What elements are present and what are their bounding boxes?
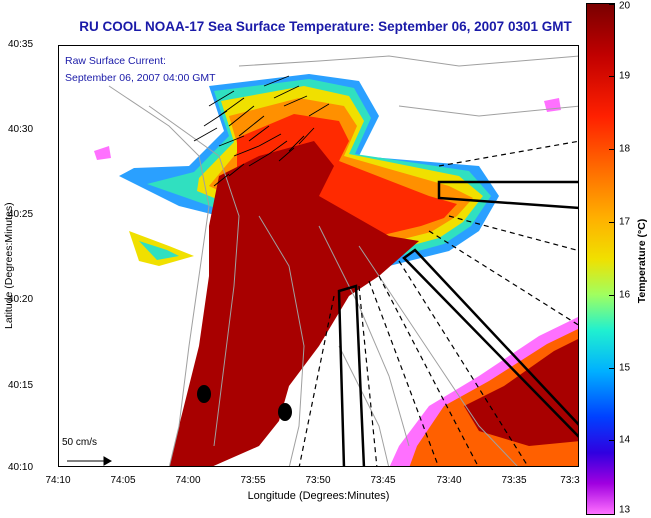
x-tick-label: 73:35: [501, 475, 527, 486]
scale-label: 50 cm/s: [62, 437, 98, 448]
x-axis-label: Longitude (Degrees:Minutes): [247, 490, 390, 502]
sst-field: [94, 74, 578, 466]
y-axis-label: Latitude (Degrees:Minutes): [3, 202, 15, 329]
legend-line-2: September 06, 2007 04:00 GMT: [65, 72, 216, 84]
colorbar-tick-label: 20: [619, 0, 631, 12]
study-area-outlines: [298, 140, 578, 466]
y-tick-label: 40:10: [8, 462, 34, 473]
y-tick-label: 40:20: [8, 294, 34, 305]
y-tick-label: 40:35: [8, 39, 34, 50]
x-tick-label: 73:45: [370, 475, 396, 486]
bathymetry-contours: [108, 55, 578, 466]
study-box-se: [402, 248, 578, 438]
colorbar-tick-mark: [609, 76, 615, 77]
colorbar-tick-mark: [609, 149, 615, 150]
colorbar-tick-label: 19: [619, 70, 631, 82]
colorbar-tick-mark: [609, 440, 615, 441]
map-title: RU COOL NOAA-17 Sea Surface Temperature:…: [79, 19, 572, 34]
study-box-east: [437, 180, 578, 210]
colorbar-tick-label: 16: [619, 289, 631, 301]
colorbar-tick-label: 18: [619, 143, 631, 155]
y-tick-label: 40:30: [8, 124, 34, 135]
colorbar-tick-mark: [609, 295, 615, 296]
legend-line-1: Raw Surface Current:: [65, 55, 166, 67]
colorbar-tick-mark: [609, 368, 615, 369]
temperature-colorbar: [586, 3, 615, 515]
sst-patch-nw: [94, 146, 111, 160]
scale-arrow: [67, 456, 113, 466]
colorbar-label: Temperature (°C): [636, 218, 648, 304]
colorbar-tick-mark: [609, 222, 615, 223]
sst-patch-west-core: [139, 241, 179, 260]
radial-dashed-lines: [298, 140, 578, 466]
x-tick-label: 74:10: [45, 475, 71, 486]
station-marker-east: [278, 403, 292, 421]
sst-se-core: [464, 339, 578, 446]
sst-warm-core: [169, 141, 419, 466]
study-box-south: [337, 284, 366, 466]
x-tick-label: 74:05: [110, 475, 136, 486]
sst-patch-ne: [544, 98, 561, 112]
colorbar-tick-label: 14: [619, 434, 631, 446]
x-tick-label: 73:50: [305, 475, 331, 486]
x-tick-label: 74:00: [175, 475, 201, 486]
y-tick-label: 40:15: [8, 380, 34, 391]
x-tick-label: 73:40: [436, 475, 462, 486]
colorbar-tick-label: 17: [619, 216, 631, 228]
sst-red: [237, 114, 457, 236]
x-tick-label: 73:3: [560, 475, 580, 486]
surface-current-vectors: [193, 75, 330, 187]
station-marker-west: [197, 385, 211, 403]
colorbar-tick-label: 13: [619, 504, 631, 516]
x-tick-label: 73:55: [240, 475, 266, 486]
colorbar-tick-mark: [609, 4, 615, 5]
sst-map-svg: [67, 55, 578, 466]
map-plot-area: Raw Surface Current: September 06, 2007 …: [58, 45, 579, 467]
y-tick-label: 40:25: [8, 209, 34, 220]
colorbar-tick-label: 15: [619, 362, 631, 374]
